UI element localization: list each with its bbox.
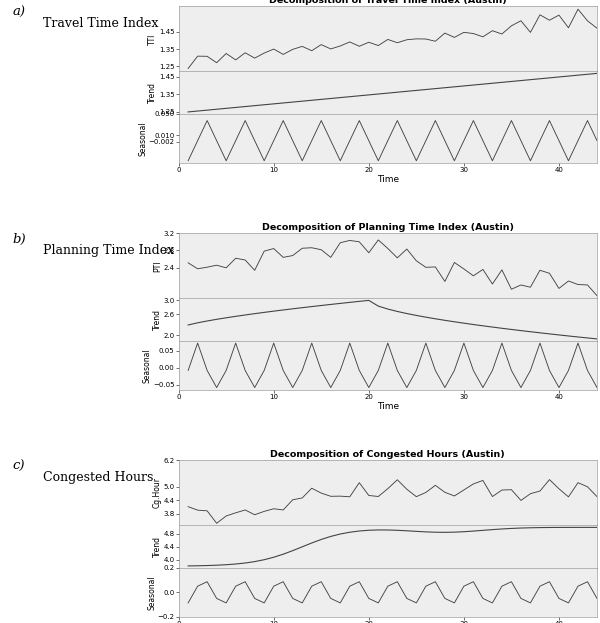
Title: Decomposition of Congested Hours (Austin): Decomposition of Congested Hours (Austin…: [271, 450, 505, 459]
Y-axis label: Seasonal: Seasonal: [138, 121, 147, 156]
Y-axis label: PTI: PTI: [153, 260, 162, 272]
Text: b): b): [13, 233, 26, 246]
Y-axis label: Seasonal: Seasonal: [143, 348, 152, 383]
Y-axis label: TTI: TTI: [148, 33, 157, 44]
X-axis label: Time: Time: [377, 402, 399, 411]
Text: c): c): [13, 460, 25, 473]
Y-axis label: Seasonal: Seasonal: [147, 575, 156, 610]
Title: Decomposition of Planning Time Index (Austin): Decomposition of Planning Time Index (Au…: [262, 223, 514, 232]
Text: Planning Time Index: Planning Time Index: [43, 244, 174, 257]
Text: Travel Time Index: Travel Time Index: [43, 17, 158, 30]
Text: a): a): [13, 6, 26, 19]
Y-axis label: Trend: Trend: [153, 536, 162, 557]
Text: Congested Hours: Congested Hours: [43, 471, 153, 484]
Y-axis label: Trend: Trend: [153, 309, 162, 330]
Y-axis label: Cg.Hour: Cg.Hour: [153, 477, 162, 508]
Y-axis label: Trend: Trend: [148, 82, 157, 103]
Title: Decomposition of Travel Time Index (Austin): Decomposition of Travel Time Index (Aust…: [269, 0, 506, 5]
X-axis label: Time: Time: [377, 175, 399, 184]
